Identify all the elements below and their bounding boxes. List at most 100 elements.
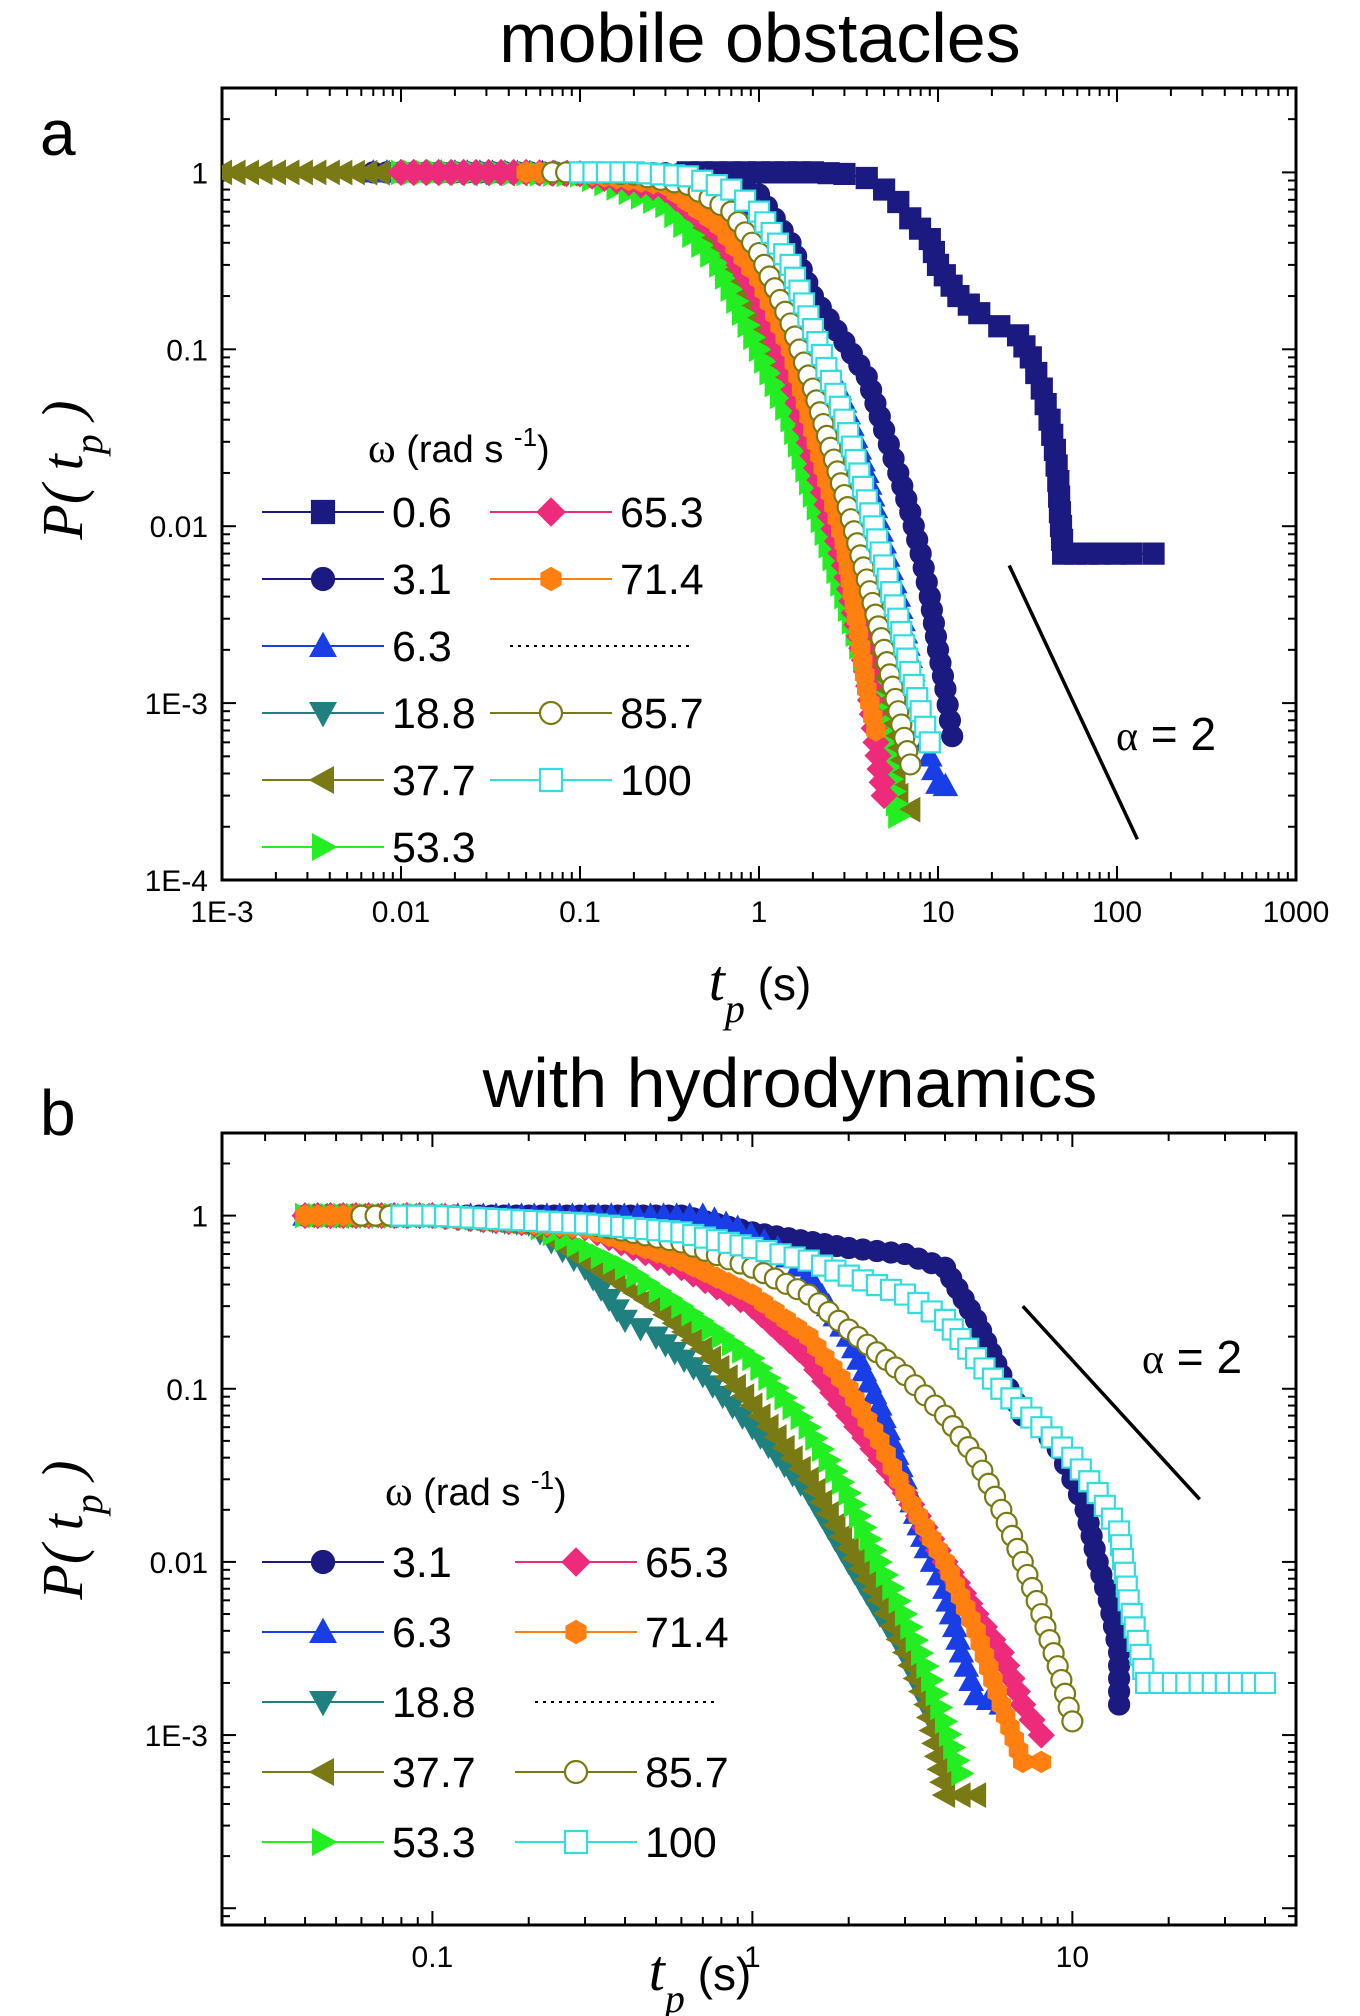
legend: ω (rad s -1) 3.1 6.3 18.8 37.7 53.3 65.3 71.4 85… bbox=[262, 1465, 729, 1867]
x-tick-label: 0.1 bbox=[559, 896, 601, 929]
legend-marker bbox=[309, 702, 337, 728]
x-axis-label: tp (s) bbox=[649, 1938, 752, 2016]
legend-title: ω (rad s -1) bbox=[368, 422, 550, 472]
data-point bbox=[590, 1243, 615, 1270]
x-axis-label: tp (s) bbox=[709, 948, 812, 1031]
panel-letter: a bbox=[40, 97, 76, 169]
legend-label: 0.6 bbox=[392, 489, 452, 537]
legend-entry: 6.3 bbox=[262, 623, 452, 671]
x-tick-label: 1 bbox=[744, 1941, 761, 1974]
panel-title: with hydrodynamics bbox=[482, 1044, 1098, 1122]
legend-label: 71.4 bbox=[645, 1609, 729, 1657]
legend-marker bbox=[310, 499, 336, 525]
data-point bbox=[951, 1760, 975, 1787]
legend-marker bbox=[309, 1691, 337, 1717]
data-point bbox=[578, 1237, 603, 1264]
data-point bbox=[602, 1249, 627, 1275]
slope-label: α = 2 bbox=[1142, 1331, 1242, 1383]
legend-label: 85.7 bbox=[620, 690, 704, 738]
data-point bbox=[1120, 542, 1143, 565]
legend-entry: 65.3 bbox=[515, 1539, 729, 1587]
slope-line bbox=[1021, 1304, 1201, 1501]
legend-marker bbox=[536, 497, 566, 527]
legend-label: 6.3 bbox=[392, 1609, 452, 1657]
y-tick-label: 0.01 bbox=[150, 1547, 208, 1580]
data-point bbox=[626, 1262, 650, 1289]
legend-marker bbox=[309, 631, 337, 657]
data-point bbox=[802, 1477, 826, 1504]
data-point bbox=[833, 162, 856, 186]
legend-marker bbox=[308, 1758, 334, 1786]
plot-frame bbox=[220, 1131, 1298, 1927]
data-point bbox=[1108, 1693, 1131, 1716]
x-tick-label: 100 bbox=[1092, 896, 1142, 929]
x-tick-label: 10 bbox=[921, 896, 954, 929]
legend-label: 18.8 bbox=[392, 1679, 476, 1727]
y-axis-label: P( tp ) bbox=[30, 1460, 111, 1600]
plot-area bbox=[291, 1202, 1277, 1808]
data-point bbox=[1253, 1671, 1277, 1695]
legend: ω (rad s -1) 0.6 3.1 6.3 18.8 37.7 53.3 65.3 71.… bbox=[262, 422, 704, 872]
legend-marker bbox=[538, 700, 564, 726]
panel-letter: b bbox=[40, 1077, 76, 1149]
data-point bbox=[1142, 542, 1165, 565]
y-tick-label: 1E-4 bbox=[145, 865, 208, 898]
legend-marker bbox=[309, 1617, 337, 1643]
legend-label: 6.3 bbox=[392, 623, 452, 671]
legend-label: 3.1 bbox=[392, 556, 452, 604]
legend-entry: 37.7 bbox=[262, 757, 476, 805]
data-point bbox=[899, 753, 922, 776]
x-tick-label: 0.01 bbox=[372, 896, 430, 929]
legend-entry: 18.8 bbox=[262, 690, 476, 738]
legend-entry: 71.4 bbox=[515, 1609, 729, 1657]
data-point bbox=[795, 1466, 819, 1493]
legend-entry: 3.1 bbox=[262, 1539, 452, 1587]
data-point bbox=[918, 731, 941, 754]
legend-label: 3.1 bbox=[392, 1539, 452, 1587]
legend-marker bbox=[561, 1547, 591, 1577]
legend-label: 37.7 bbox=[392, 1749, 476, 1797]
legend-label: 100 bbox=[620, 757, 692, 805]
data-point bbox=[932, 772, 959, 797]
series-100 bbox=[390, 1204, 1277, 1695]
legend-marker bbox=[563, 1759, 589, 1785]
data-point bbox=[828, 1523, 853, 1550]
legend-entry: 37.7 bbox=[262, 1749, 476, 1797]
data-point bbox=[1027, 1721, 1055, 1749]
legend-marker bbox=[312, 833, 338, 861]
x-tick-label: 0.1 bbox=[412, 1941, 454, 1974]
legend-marker bbox=[538, 767, 564, 793]
legend-entry: 100 bbox=[490, 757, 692, 805]
data-point bbox=[1031, 1750, 1052, 1774]
panel-a: a mobile obstacles 1E-3 0.01 0.1 1 10 100 1000 1E… bbox=[30, 0, 1329, 1031]
y-tick-label: 1E-3 bbox=[145, 688, 208, 721]
legend-marker bbox=[310, 566, 336, 592]
legend-marker bbox=[310, 1549, 336, 1575]
legend-marker bbox=[565, 1619, 587, 1645]
legend-entry: 100 bbox=[515, 1819, 717, 1867]
legend-marker bbox=[563, 1829, 589, 1855]
data-point bbox=[968, 302, 991, 325]
slope-line bbox=[1007, 564, 1139, 840]
legend-entry: 6.3 bbox=[262, 1609, 452, 1657]
data-point bbox=[822, 1512, 846, 1539]
data-point bbox=[614, 1254, 639, 1281]
data-point bbox=[808, 1489, 833, 1516]
x-tick-label: 10 bbox=[1056, 1941, 1089, 1974]
plot-area bbox=[222, 158, 1165, 829]
x-tick-label: 1000 bbox=[1263, 896, 1330, 929]
legend-entry: 3.1 bbox=[262, 556, 452, 604]
legend-label: 85.7 bbox=[645, 1749, 729, 1797]
legend-label: 65.3 bbox=[620, 489, 704, 537]
legend-entry: 71.4 bbox=[490, 556, 704, 604]
legend-title: ω (rad s -1) bbox=[385, 1465, 567, 1515]
legend-label: 53.3 bbox=[392, 824, 476, 872]
data-point bbox=[963, 1681, 989, 1706]
panel-title: mobile obstacles bbox=[499, 0, 1020, 77]
data-point bbox=[1061, 1710, 1084, 1733]
legend-label: 71.4 bbox=[620, 556, 704, 604]
data-point bbox=[988, 315, 1011, 338]
legend-marker bbox=[312, 1828, 338, 1856]
